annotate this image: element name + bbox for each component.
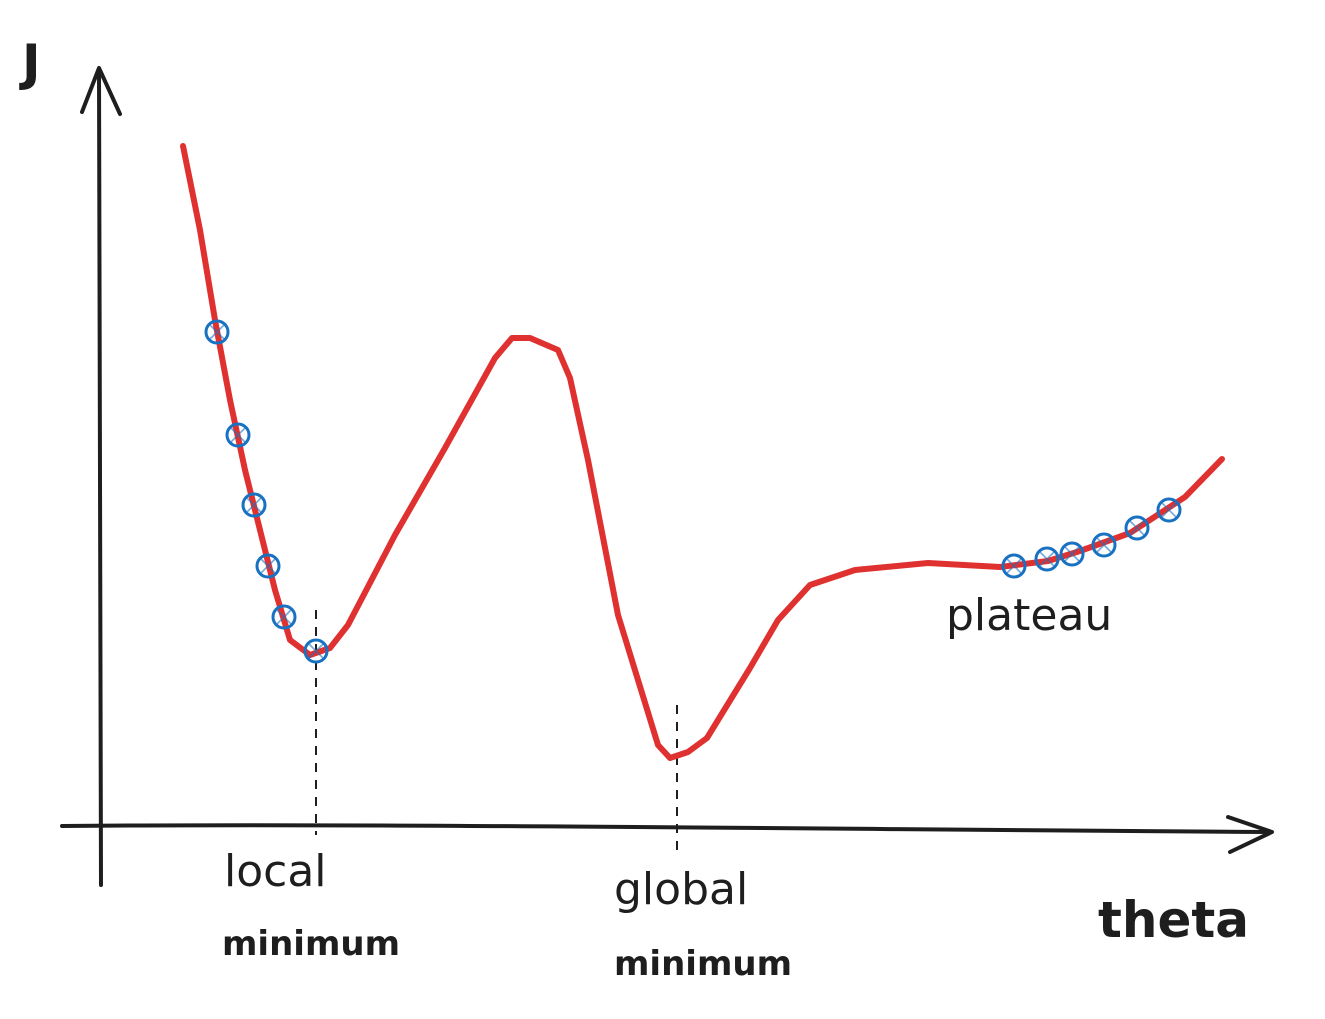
y-axis <box>80 66 122 887</box>
global-minimum-sublabel: minimum <box>614 944 792 984</box>
step-marker <box>255 553 281 579</box>
global-minimum-label: global <box>614 864 748 915</box>
local-minimum-sublabel: minimum <box>222 924 400 964</box>
step-marker <box>1091 532 1117 558</box>
step-markers-plateau <box>1001 497 1182 579</box>
step-marker <box>1156 497 1182 523</box>
step-marker <box>1059 541 1085 567</box>
step-marker <box>1001 553 1027 579</box>
step-marker <box>1034 546 1060 572</box>
step-markers-left <box>204 319 329 664</box>
x-axis <box>60 815 1274 854</box>
x-axis-label: theta <box>1098 891 1249 949</box>
step-marker <box>225 422 251 448</box>
step-marker <box>204 319 230 345</box>
step-marker <box>271 604 297 630</box>
plateau-label: plateau <box>946 590 1112 641</box>
step-marker <box>303 638 329 664</box>
local-minimum-label: local <box>224 846 327 897</box>
step-marker <box>1124 515 1150 541</box>
y-axis-label: J <box>19 34 41 92</box>
step-marker <box>241 492 267 518</box>
cost-curve <box>180 143 1225 761</box>
